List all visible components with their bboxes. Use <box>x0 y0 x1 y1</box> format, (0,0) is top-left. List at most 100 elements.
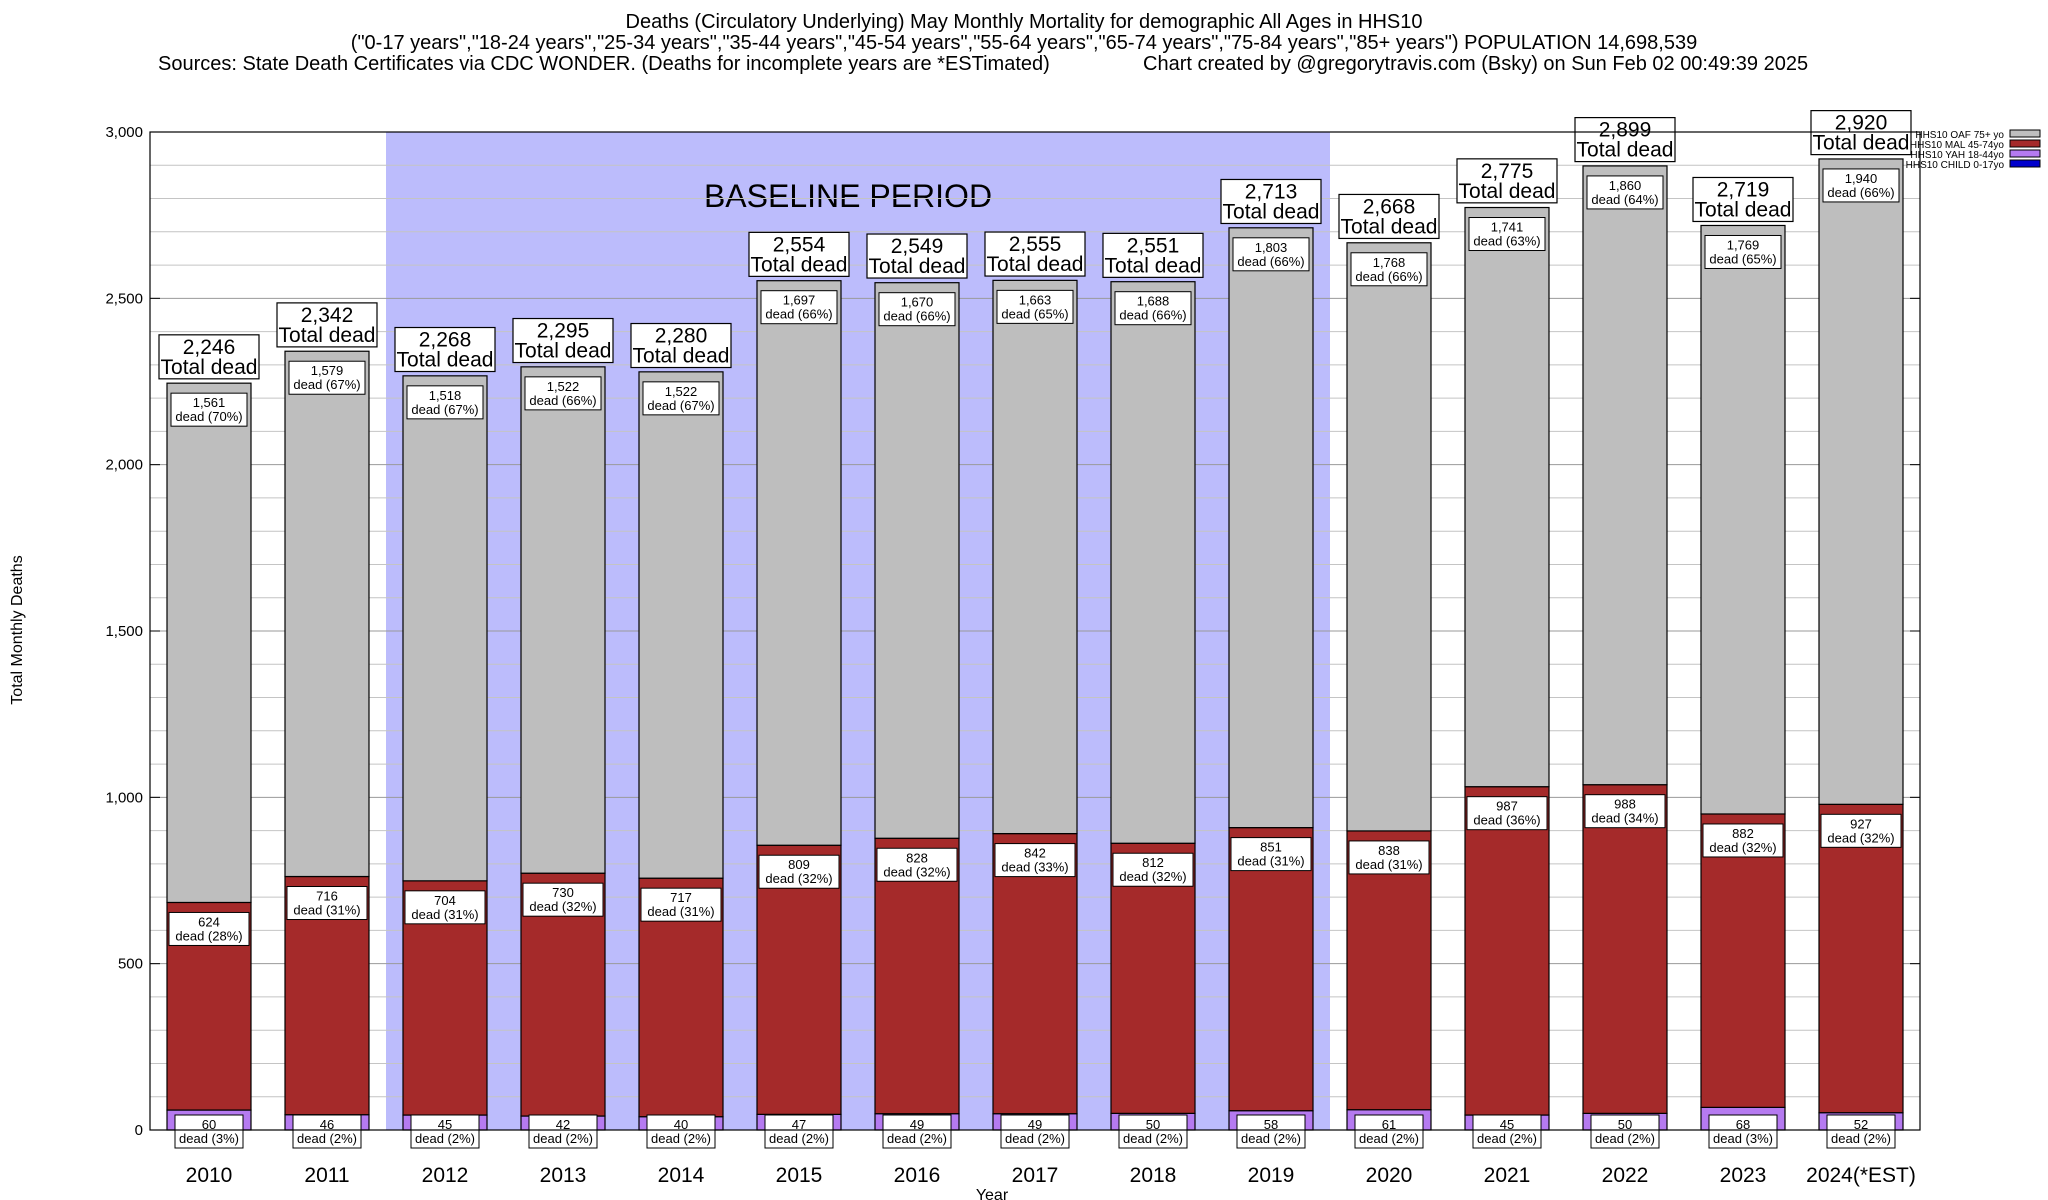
chart-credit-note: Chart created by @gregorytravis.com (Bsk… <box>1143 53 1809 75</box>
bar-segment-oaf <box>1818 158 1904 805</box>
total-caption-label: Total dead <box>1813 132 1910 155</box>
segment-label-box <box>1822 168 1900 203</box>
total-value-label: 2,342 <box>301 304 354 327</box>
total-value-label: 2,554 <box>773 233 826 256</box>
segment-pct-label: dead (32%) <box>1827 830 1894 845</box>
segment-pct-label: dead (2%) <box>651 1131 711 1146</box>
x-tick-label: 2023 <box>1720 1164 1767 1187</box>
y-tick-label: 2,000 <box>105 457 143 474</box>
bar-segment-oaf <box>1582 165 1668 786</box>
segment-value-label: 927 <box>1850 816 1872 831</box>
total-caption-label: Total dead <box>1105 254 1202 277</box>
total-label-box <box>512 317 614 364</box>
segment-pct-label: dead (66%) <box>883 309 950 324</box>
total-value-label: 2,551 <box>1127 234 1180 257</box>
segment-label-box <box>882 1114 952 1149</box>
segment-pct-label: dead (32%) <box>529 899 596 914</box>
x-tick-label: 2022 <box>1602 1164 1649 1187</box>
segment-pct-label: dead (32%) <box>883 864 950 879</box>
bar-segment-oaf <box>166 382 252 904</box>
segment-value-label: 45 <box>438 1117 452 1132</box>
segment-value-label: 61 <box>1382 1117 1396 1132</box>
segment-value-label: 1,522 <box>665 384 698 399</box>
total-value-label: 2,549 <box>891 235 944 258</box>
segment-label-box <box>288 360 366 395</box>
total-label-box <box>984 231 1086 277</box>
segment-pct-label: dead (2%) <box>1005 1131 1065 1146</box>
x-tick-label: 2010 <box>186 1164 233 1187</box>
total-label-box <box>1810 110 1912 156</box>
segment-pct-label: dead (32%) <box>1709 840 1776 855</box>
x-tick-label: 2015 <box>776 1164 823 1187</box>
segment-value-label: 1,522 <box>547 379 580 394</box>
segment-value-label: 49 <box>910 1117 924 1132</box>
bar-segment-oaf <box>1700 224 1786 815</box>
segment-pct-label: dead (63%) <box>1473 234 1540 249</box>
segment-pct-label: dead (3%) <box>179 1131 239 1146</box>
legend-label: HHS10 CHILD 0-17yo <box>1906 160 2005 171</box>
segment-pct-label: dead (66%) <box>1119 308 1186 323</box>
bar-segment-mal <box>1700 813 1786 1108</box>
x-tick-label: 2016 <box>894 1164 941 1187</box>
segment-value-label: 50 <box>1146 1117 1160 1132</box>
segment-value-label: 1,769 <box>1727 237 1760 252</box>
segment-value-label: 1,579 <box>311 363 344 378</box>
x-tick-label: 2020 <box>1366 1164 1413 1187</box>
segment-label-box <box>170 392 248 427</box>
segment-label-box <box>524 376 602 411</box>
segment-pct-label: dead (66%) <box>1827 185 1894 200</box>
segment-value-label: 987 <box>1496 799 1518 814</box>
segment-pct-label: dead (31%) <box>293 903 360 918</box>
segment-value-label: 1,741 <box>1491 220 1524 235</box>
total-label-box <box>1338 193 1440 240</box>
total-caption-label: Total dead <box>1341 215 1438 238</box>
segment-label-box <box>1000 1114 1070 1149</box>
segment-pct-label: dead (2%) <box>1831 1131 1891 1146</box>
bar-segment-oaf <box>874 282 960 839</box>
segment-pct-label: dead (2%) <box>1123 1131 1183 1146</box>
segment-pct-label: dead (32%) <box>1119 869 1186 884</box>
segment-value-label: 1,940 <box>1845 171 1878 186</box>
segment-pct-label: dead (31%) <box>411 907 478 922</box>
segment-pct-label: dead (2%) <box>1241 1131 1301 1146</box>
baseline-period-label: BASELINE PERIOD <box>704 178 992 214</box>
segment-label-box <box>1114 291 1192 326</box>
total-value-label: 2,775 <box>1481 160 1534 183</box>
y-tick-label: 2,500 <box>105 290 143 307</box>
segment-label-box <box>1820 813 1902 848</box>
